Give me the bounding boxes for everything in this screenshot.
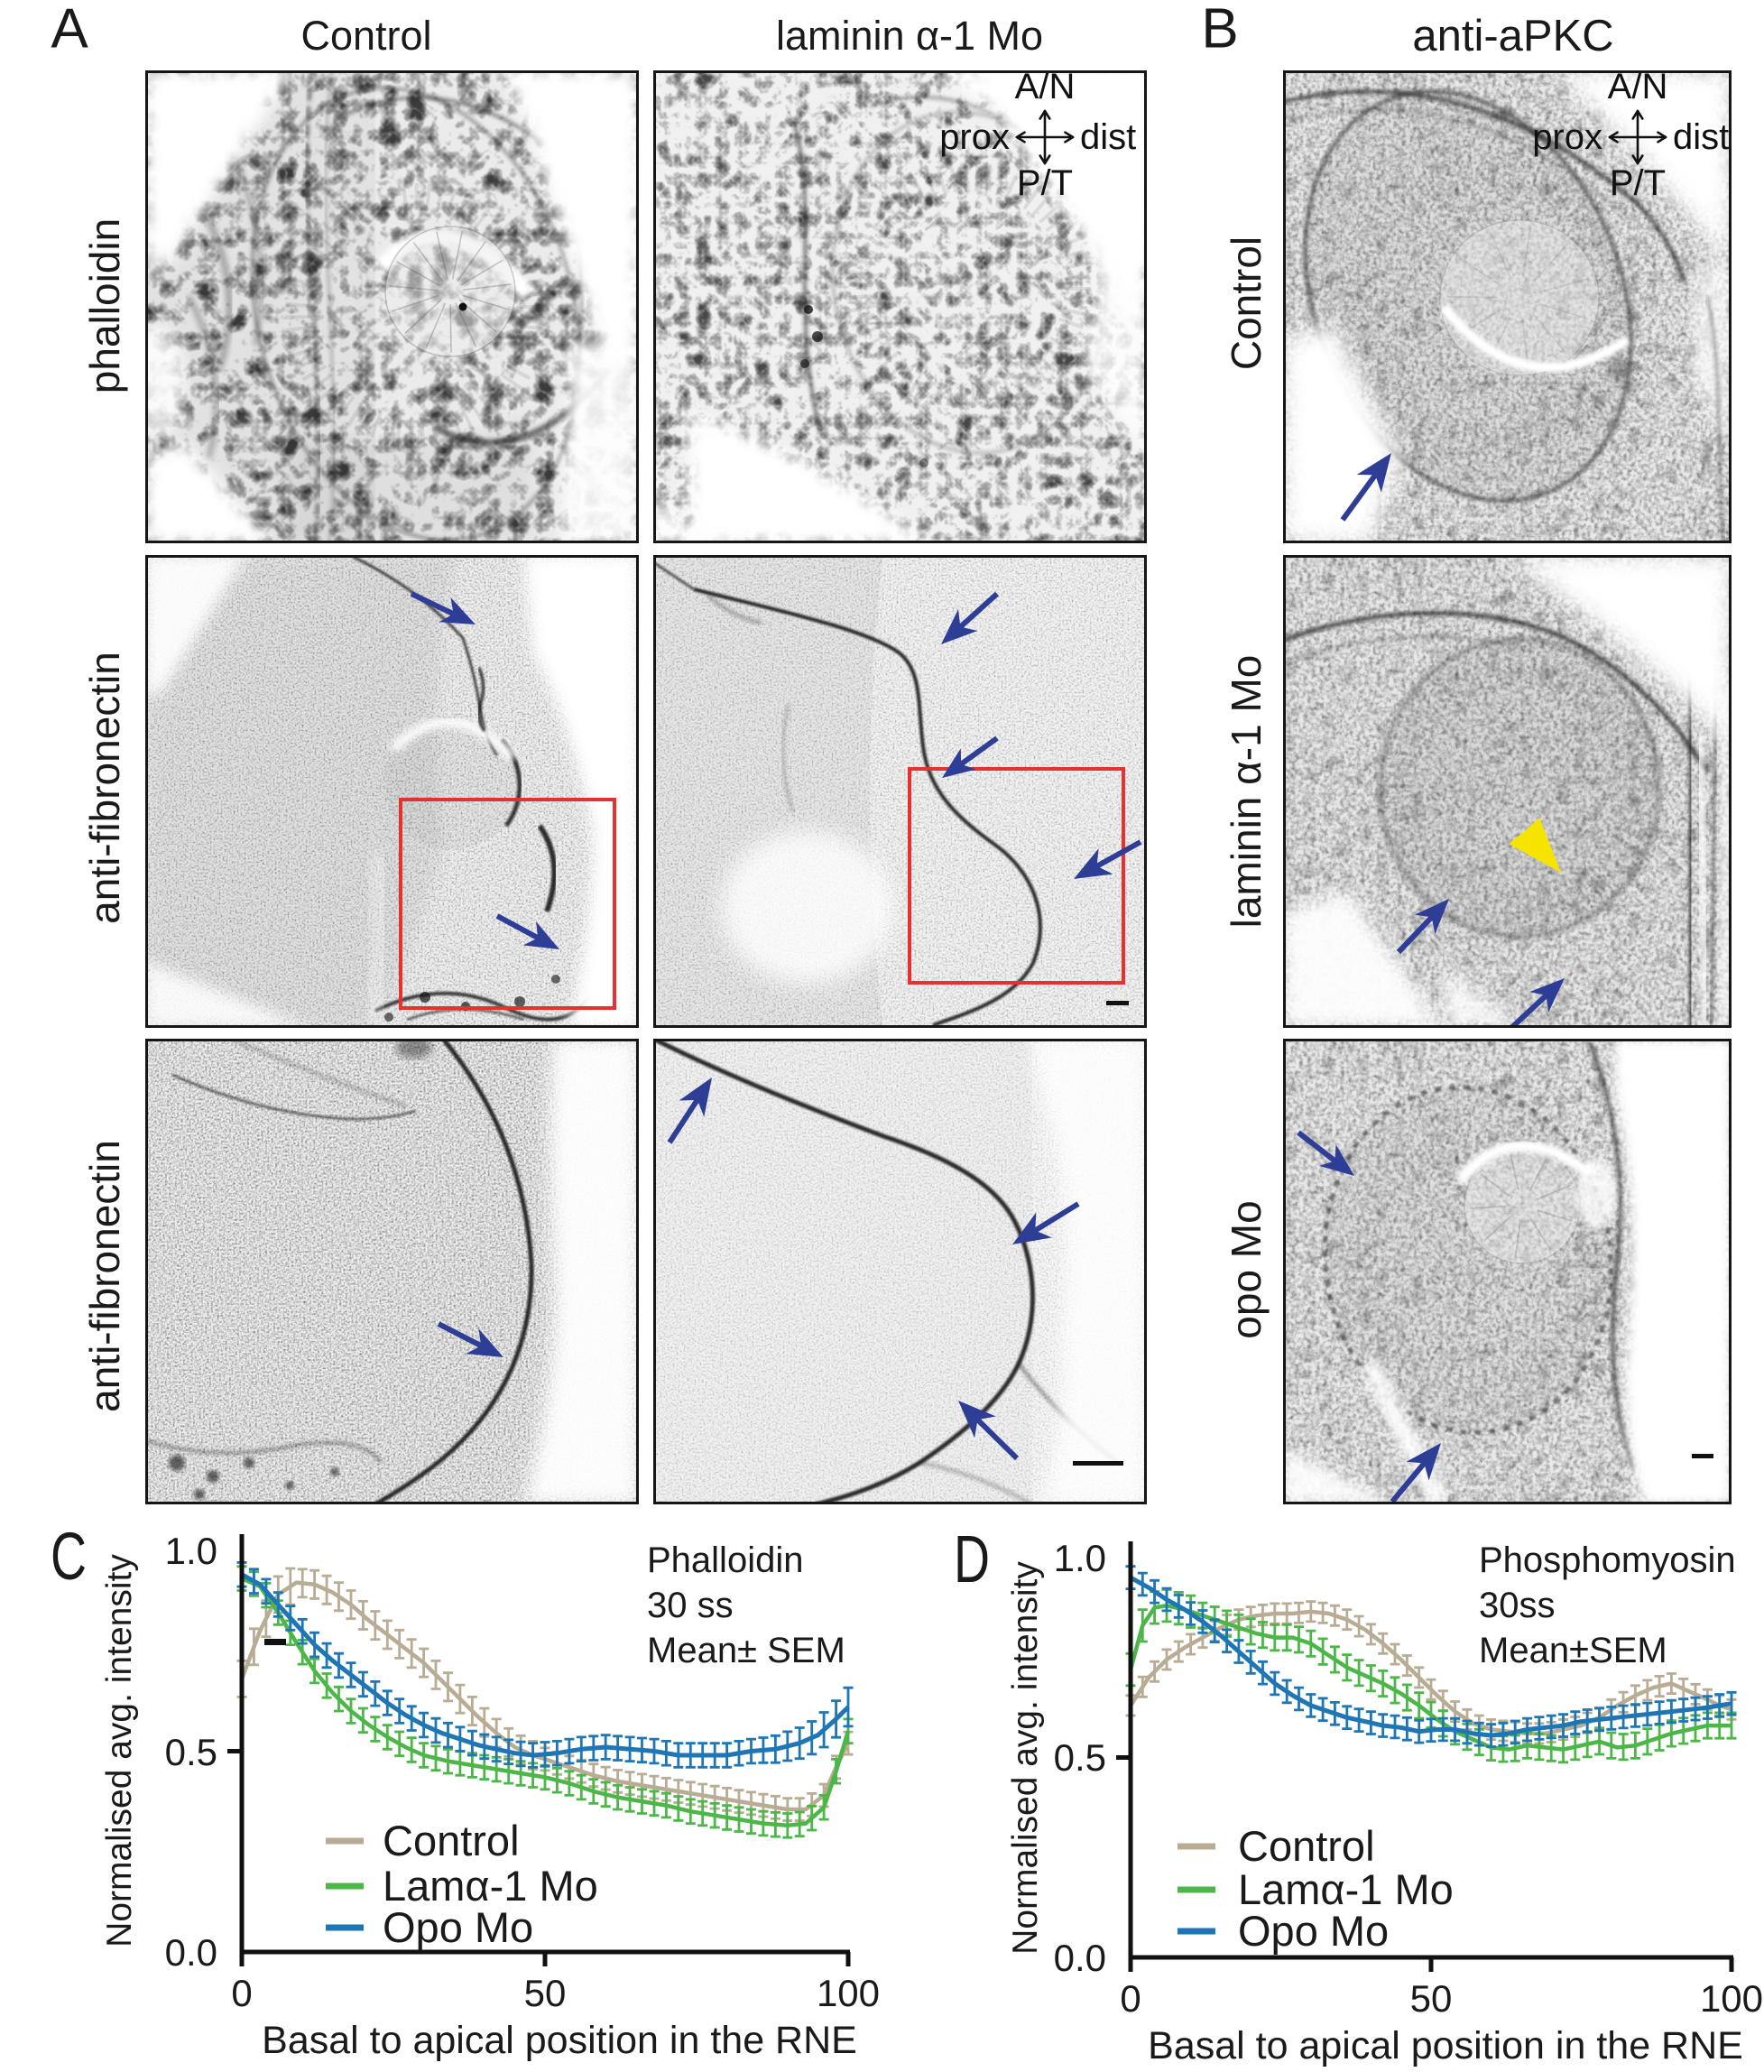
svg-text:0.0: 0.0 [165,1931,217,1974]
svg-text:Basal to apical position in th: Basal to apical position in the RNE [1148,2024,1743,2067]
svg-text:Normalised avg. intensity: Normalised avg. intensity [100,1554,139,1947]
svg-text:Mean± SEM: Mean± SEM [647,1631,845,1670]
svg-text:30 ss: 30 ss [647,1586,734,1625]
svg-text:dist: dist [1673,117,1729,157]
svg-text:Control: Control [383,1817,520,1864]
svg-text:50: 50 [524,1972,567,2014]
svg-text:Opo Mo: Opo Mo [383,1903,533,1951]
svg-text:Lamα-1 Mo: Lamα-1 Mo [1238,1865,1454,1913]
svg-text:30ss: 30ss [1479,1586,1556,1625]
svg-text:100: 100 [817,1972,880,2014]
svg-text:prox: prox [1532,117,1602,157]
svg-text:Mean±SEM: Mean±SEM [1479,1631,1667,1670]
svg-text:D: D [954,1522,990,1596]
svg-text:1.0: 1.0 [165,1530,217,1572]
svg-text:A/N: A/N [1608,70,1668,106]
svg-text:Opo Mo: Opo Mo [1238,1907,1389,1955]
svg-text:0.0: 0.0 [1054,1937,1106,1979]
svg-text:100: 100 [1700,1977,1763,2020]
svg-text:1.0: 1.0 [1054,1537,1106,1579]
svg-text:P/T: P/T [1017,163,1073,203]
svg-text:0.5: 0.5 [165,1731,217,1773]
svg-text:prox: prox [939,117,1010,157]
svg-text:Normalised avg. intensity: Normalised avg. intensity [1006,1561,1045,1955]
svg-text:50: 50 [1410,1977,1453,2020]
svg-text:Phosphomyosin: Phosphomyosin [1479,1540,1736,1580]
svg-text:Control: Control [1238,1822,1375,1870]
svg-text:A/N: A/N [1015,70,1076,106]
svg-text:0: 0 [231,1972,252,2014]
svg-text:P/T: P/T [1610,163,1666,203]
svg-text:Basal to apical position in th: Basal to apical position in the RNE [262,2019,857,2062]
svg-text:dist: dist [1080,117,1136,157]
svg-text:C: C [51,1519,87,1594]
svg-text:Phalloidin: Phalloidin [647,1540,803,1580]
svg-text:Lamα-1 Mo: Lamα-1 Mo [383,1862,598,1910]
svg-text:0.5: 0.5 [1054,1736,1106,1779]
svg-text:0: 0 [1120,1977,1141,2020]
